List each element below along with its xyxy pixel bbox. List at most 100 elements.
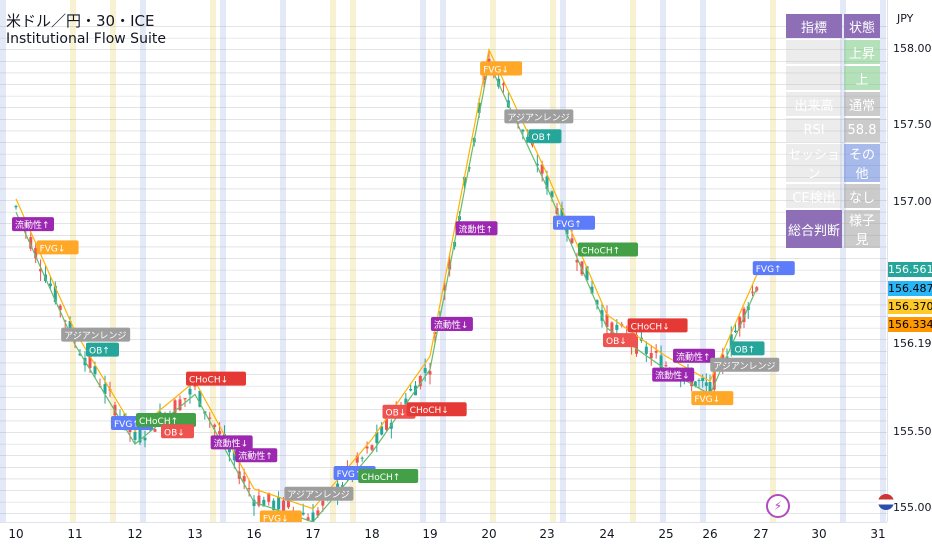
signal-label-text: アジアンレンジ [64,332,126,342]
signal-label: 流動性↑ [12,217,54,232]
candle-body [751,291,754,293]
candle-body [213,424,217,427]
signal-label-text: FVG↑ [337,470,363,480]
signal-label: アジアンレンジ [710,357,780,372]
signal-label: OB↑ [528,129,562,144]
x-tick: 11 [67,527,83,541]
signal-label: CHoCH↓ [627,318,688,333]
candle-body [232,451,236,461]
signal-label: CHoCH↑ [578,242,638,257]
candle-body [198,390,202,407]
session-shade [420,0,426,522]
candle-body [712,370,716,390]
candle-body [301,512,305,515]
status-key: セッション [786,144,842,182]
candle-body [708,381,712,392]
candle-body [487,58,491,63]
session-shade [630,0,636,522]
candle-body [615,324,619,330]
candle-body [385,418,388,430]
us-flag-icon[interactable] [878,494,894,510]
signal-label-text: FVG↑ [114,420,140,430]
status-header-indicator: 指標 [786,14,842,38]
signal-label-bg [259,510,302,522]
x-tick: 12 [127,527,143,541]
session-shade [0,0,6,522]
signal-label-text: 流動性↓ [434,319,469,331]
candle-body [423,368,427,373]
candle-body [208,417,212,419]
signal-label-bg [36,240,79,255]
session-shade [210,0,216,522]
signal-label-text: アジアンレンジ [507,113,569,123]
signal-label: FVG↓ [691,391,734,406]
signal-label-bg [731,341,765,356]
candle-body [103,384,107,394]
signal-label-text: OB↓ [386,409,407,419]
candle-body [635,334,638,354]
time-axis[interactable] [0,522,887,551]
signal-label: アジアンレンジ [504,109,574,124]
status-value: 58.8 [844,118,880,142]
candle-body [262,499,266,507]
session-shade [560,0,566,522]
signal-label-bg [627,318,688,333]
candle-body [610,322,614,337]
status-table: 指標 状態 上昇 上 出来高 通常 RSI 58.8 セッション その他 CE検… [784,12,882,250]
candle-body [535,163,539,166]
session-shade [330,0,336,522]
candle-body [729,334,733,349]
price-axis[interactable] [887,0,932,522]
signal-label-bg [504,109,574,124]
signal-label-text: アジアンレンジ [713,362,775,372]
signal-label-bg [455,221,498,236]
candle-body [178,399,182,411]
signal-label-text: CHoCH↑ [581,246,620,256]
status-value: その他 [844,144,880,182]
signal-label: FVG↓ [36,240,79,255]
candle-body [188,388,192,395]
signal-label-bg [691,391,734,406]
candle-body [88,355,92,369]
candle-body [133,431,137,441]
signal-label: 流動性↑ [455,221,498,236]
status-value: 通常 [844,92,880,116]
signal-label-bg [406,402,467,417]
candle-body [428,371,432,375]
signal-label-bg [430,317,473,332]
lightning-icon[interactable]: ⚡ [766,494,790,518]
signal-label-text: 流動性↓ [214,437,249,449]
currency-label: JPY [897,12,914,25]
candle-body [654,351,658,353]
signal-label-bg [61,327,131,342]
x-tick: 10 [8,527,24,541]
signal-label-text: FVG↓ [694,395,720,405]
candle-body [218,431,222,435]
signal-label-text: CHoCH↓ [189,376,228,386]
candle-body [649,352,653,359]
signal-label: CHoCH↑ [358,469,419,484]
candle-body [138,429,142,443]
ema-line-slow [15,47,758,510]
price-tag-ema-mid: 156.370 [888,299,932,314]
status-value: 上 [844,66,880,90]
signal-label-text: OB↑ [735,345,756,355]
candle-body [659,355,663,371]
signal-label: CHoCH↓ [186,371,246,386]
candle-body [53,285,57,303]
status-value: 上昇 [844,40,880,64]
candle-body [742,308,746,322]
session-shade [880,0,886,522]
signal-label-text: FVG↑ [756,265,782,275]
candle-body [143,437,147,441]
signal-label: アジアンレンジ [61,327,131,342]
signal-label-text: OB↑ [89,347,110,357]
candle-body [173,400,177,414]
candle-body [311,512,315,522]
status-key [786,40,842,64]
candle-body [78,353,82,356]
candle-body [404,398,408,405]
signal-label-text: アジアンレンジ [287,491,349,501]
